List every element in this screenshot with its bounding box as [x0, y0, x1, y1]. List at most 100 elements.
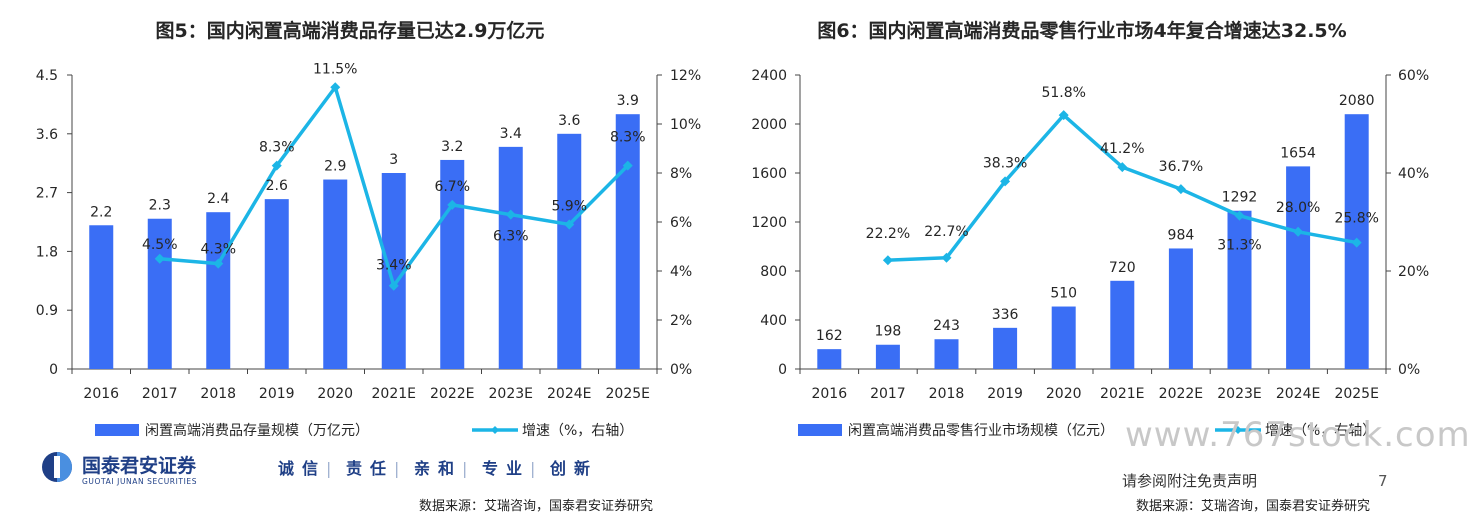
brand-logo: 国泰君安证券 GUOTAI JUNAN SECURITIES [42, 452, 197, 486]
bar-value-label: 1654 [1280, 145, 1316, 161]
line-value-label: 51.8% [1041, 85, 1085, 101]
legend-line-label: 增速（%，右轴） [1265, 423, 1376, 439]
y-tick-label-right: 20% [1398, 264, 1429, 280]
bar-value-label: 336 [992, 307, 1019, 323]
x-tick-label: 2025E [1334, 386, 1378, 402]
source-note-right: 数据来源：艾瑞咨询，国泰君安证券研究 [1136, 498, 1370, 514]
line-point-marker [1000, 176, 1011, 187]
line-point-marker [1175, 184, 1186, 195]
legend-line-marker [1234, 426, 1242, 434]
line-point-marker [1058, 110, 1069, 121]
chart-retail-market: 图6：国内闲置高端消费品零售行业市场4年复合增速达32.5% 0 400 800 12… [751, 19, 1429, 439]
x-tick-label: 2024E [547, 386, 591, 402]
y-tick-label-right: 6% [670, 215, 692, 231]
line-value-label: 11.5% [313, 61, 357, 77]
legend-bar-label: 闲置高端消费品存量规模（万亿元） [145, 422, 369, 439]
brand-english-name: GUOTAI JUNAN SECURITIES [82, 477, 197, 486]
y-tick-label-left: 2000 [751, 117, 787, 133]
line-point-marker [213, 258, 224, 269]
bar-value-label: 3 [389, 152, 398, 168]
bar-value-label: 2.9 [324, 159, 346, 175]
line-point-marker [1293, 226, 1304, 237]
bar [440, 159, 465, 369]
bar-series [89, 114, 640, 369]
x-tick-label: 2023E [489, 386, 533, 402]
line-point-marker [622, 160, 633, 171]
line-series [154, 82, 633, 291]
y-tick-label-left: 2.7 [36, 186, 58, 202]
bar [498, 146, 523, 369]
slogan-separator: | [462, 459, 467, 478]
y-tick-label-right: 0% [670, 362, 692, 378]
x-tick-label: 2019 [259, 386, 295, 402]
bar [615, 114, 640, 369]
bar-value-label: 243 [933, 318, 960, 334]
slogan-char: 新 [574, 459, 590, 478]
y-tick-label-left: 1600 [751, 166, 787, 182]
bar-value-label: 2.3 [149, 198, 171, 214]
bar-value-label: 2.4 [207, 191, 229, 207]
x-tick-label: 2018 [200, 386, 236, 402]
bar [875, 344, 900, 369]
line-value-label: 38.3% [983, 155, 1027, 171]
y-tick-label-left: 1200 [751, 215, 787, 231]
bar-value-label: 2.2 [90, 204, 112, 220]
slogan-char: 创 [549, 459, 566, 478]
line-series [882, 110, 1362, 266]
x-tick-label: 2017 [870, 386, 906, 402]
legend-bar-label: 闲置高端消费品零售行业市场规模（亿元） [848, 422, 1114, 439]
line-value-label: 25.8% [1334, 211, 1378, 227]
logo-half-icon [57, 452, 72, 482]
chart-title: 图5：国内闲置高端消费品存量已达2.9万亿元 [156, 19, 545, 42]
line-value-label: 22.2% [866, 226, 910, 242]
y-tick-label-left: 4.5 [36, 68, 58, 84]
x-tick-label: 2020 [1046, 386, 1082, 402]
y-tick-label-right: 0% [1398, 362, 1420, 378]
bar-value-label: 984 [1168, 227, 1195, 243]
x-tick-label: 2024E [1276, 386, 1320, 402]
line-value-label: 3.4% [376, 258, 412, 274]
bar [1168, 248, 1193, 369]
chart-title: 图6：国内闲置高端消费品零售行业市场4年复合增速达32.5% [817, 19, 1346, 42]
bar-series [817, 114, 1369, 369]
bar [817, 349, 842, 369]
y-tick-label-left: 400 [760, 313, 787, 329]
line-point-marker [564, 219, 575, 230]
y-tick-label-right: 8% [670, 166, 692, 182]
y-tick-label-left: 2400 [751, 68, 787, 84]
bar-value-label: 198 [875, 324, 902, 340]
y-tick-label-left: 0.9 [36, 303, 58, 319]
disclaimer-link[interactable]: 请参阅附注免责声明 [1122, 472, 1257, 490]
line-value-label: 28.0% [1276, 200, 1320, 216]
line-point-marker [154, 253, 165, 264]
bar-value-label: 510 [1050, 286, 1077, 302]
x-tick-label: 2016 [83, 386, 119, 402]
bar [89, 225, 114, 369]
line-value-label: 22.7% [924, 224, 968, 240]
data-labels: 2.2 2.3 2.4 2.6 2.9 3 3.2 3.4 3.6 3.9 4.5% 4.3% 8.3%… [90, 61, 645, 273]
bar [1110, 280, 1135, 369]
chart-stock-scale: 图5：国内闲置高端消费品存量已达2.9万亿元 00.91.82.73.64.50… [36, 19, 701, 439]
bar [381, 173, 406, 369]
bar [993, 327, 1018, 369]
bar-value-label: 2080 [1339, 93, 1375, 109]
x-tick-label: 2022E [430, 386, 474, 402]
slogan-char: 专 [482, 459, 498, 478]
y-tick-label-left: 800 [760, 264, 787, 280]
x-tick-label: 2016 [811, 386, 847, 402]
y-tick-label-right: 40% [1398, 166, 1429, 182]
bar-value-label: 2.6 [266, 178, 288, 194]
line-value-label: 36.7% [1159, 159, 1203, 175]
legend: 闲置高端消费品存量规模（万亿元） 增速（%，右轴） [95, 422, 633, 439]
slogan-separator: | [394, 459, 399, 478]
legend-bar-swatch [798, 424, 842, 436]
line-point-marker [941, 252, 952, 263]
x-tick-label: 2023E [1217, 386, 1261, 402]
x-tick-label: 2021E [1100, 386, 1144, 402]
slogan-char: 责 [346, 459, 362, 478]
line-value-label: 8.3% [610, 130, 646, 146]
y-tick-label-right: 60% [1398, 68, 1429, 84]
slogan-char: 业 [506, 459, 522, 478]
line-value-label: 5.9% [551, 198, 587, 214]
